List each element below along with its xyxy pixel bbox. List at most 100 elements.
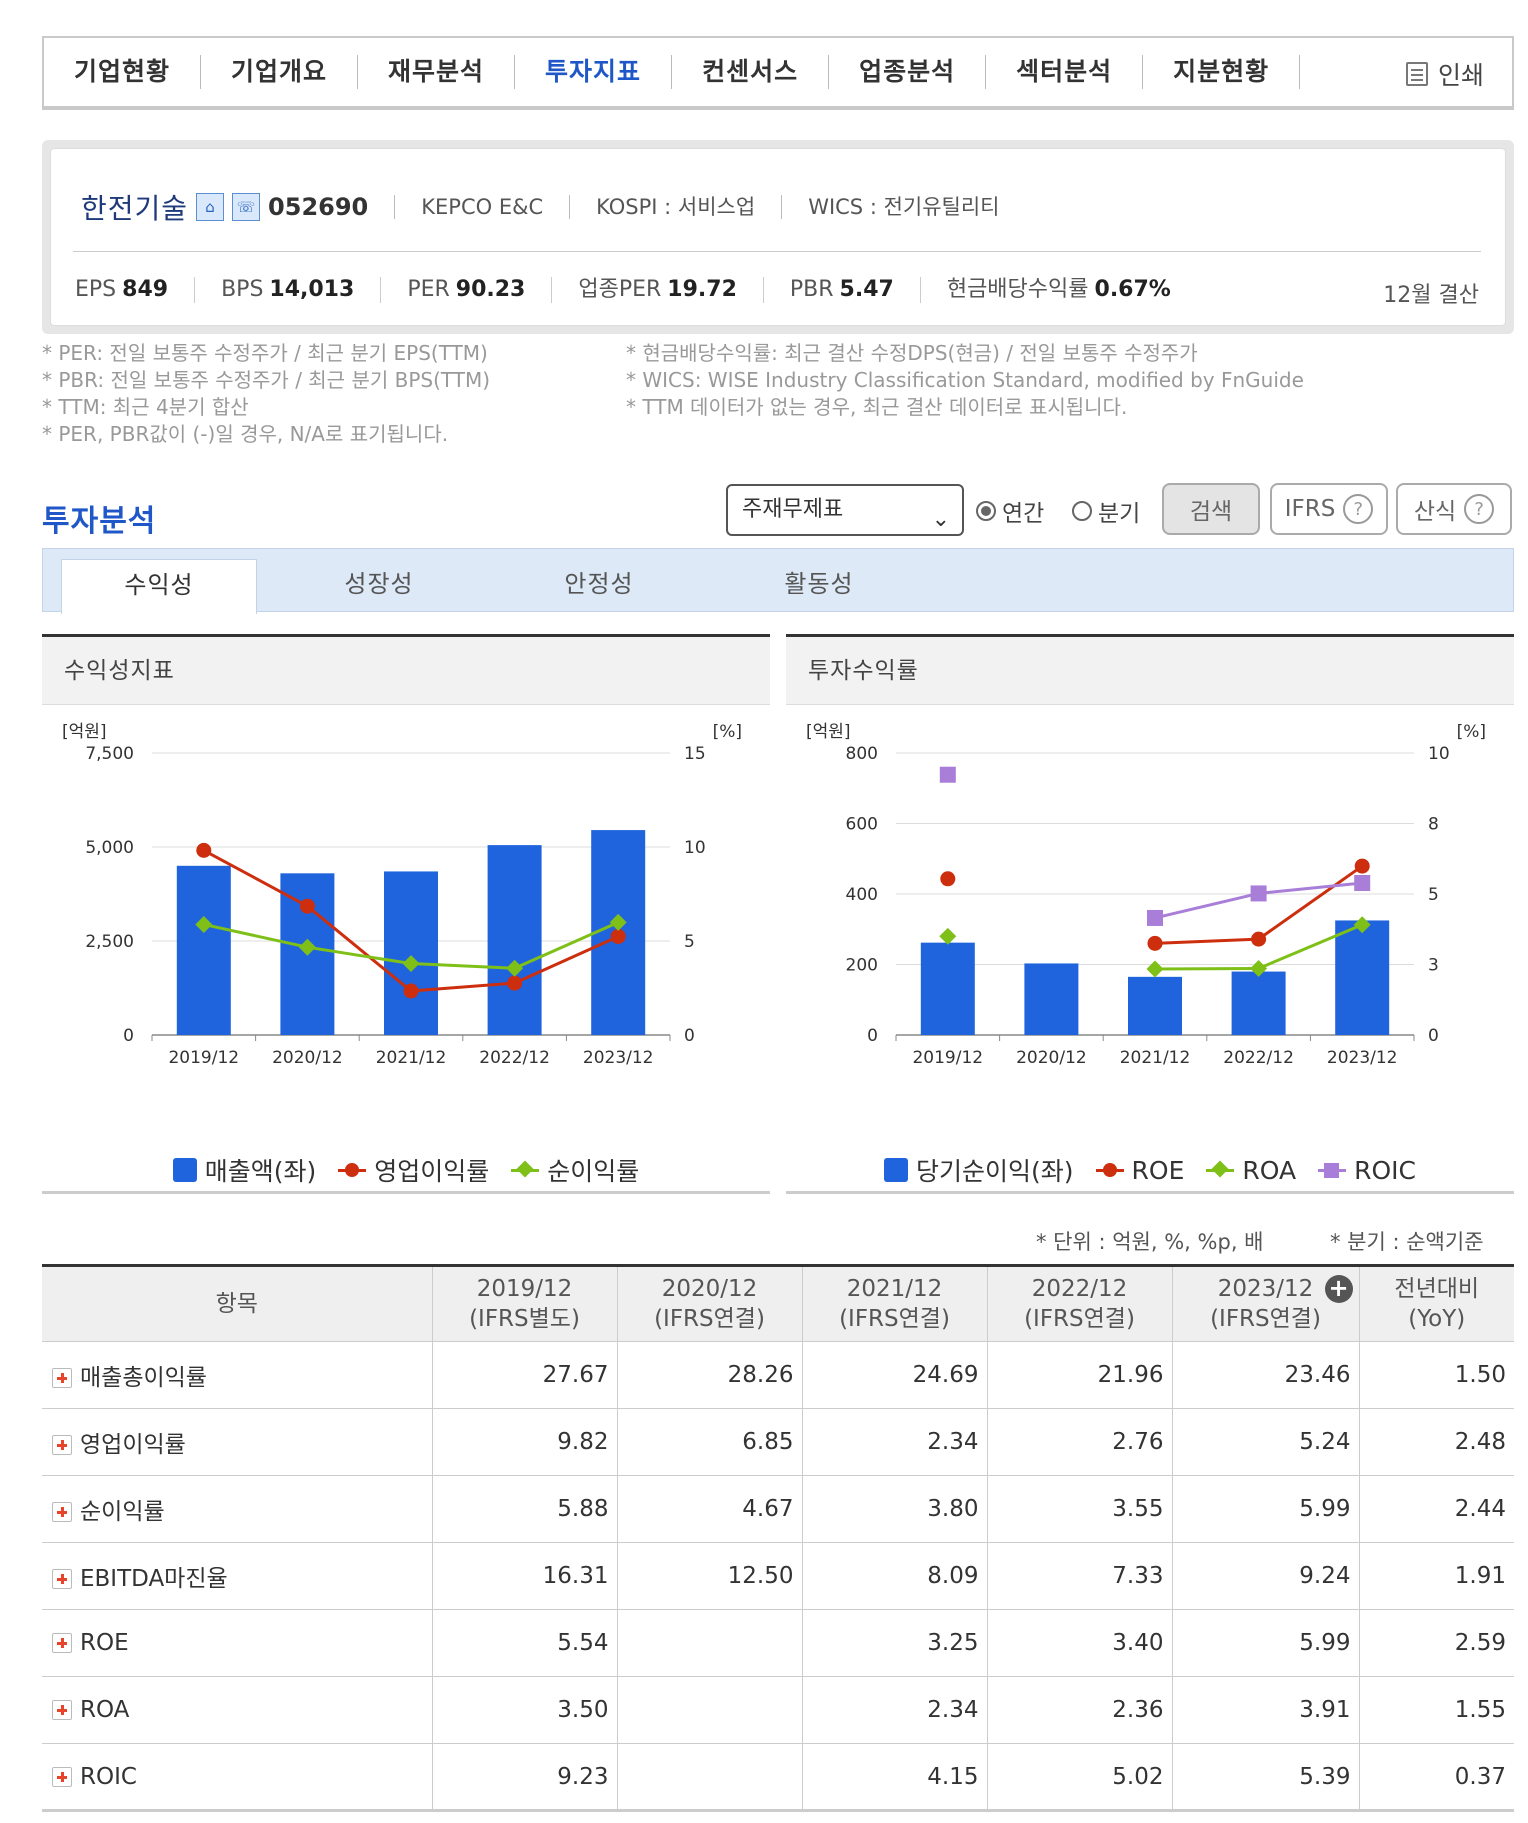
series-line-segment — [1258, 881, 1363, 895]
formula-help-button[interactable]: 산식 ? — [1396, 483, 1512, 535]
table-row: 매출총이익률 27.67 28.26 24.69 21.96 23.46 1.50 — [42, 1341, 1514, 1409]
tab-company-overview[interactable]: 기업개요 — [201, 55, 359, 89]
bar — [1231, 971, 1286, 1035]
statement-select-value: 주재무제표 — [742, 497, 844, 522]
bar — [920, 942, 975, 1035]
search-button[interactable]: 검색 — [1162, 483, 1260, 535]
table-cell: 1.50 — [1358, 1341, 1514, 1409]
table-cell: 5.99 — [1171, 1475, 1360, 1543]
expand-row-icon[interactable] — [52, 1502, 72, 1522]
tab-company-status[interactable]: 기업현황 — [44, 55, 202, 89]
tab-consensus[interactable]: 컨센서스 — [672, 55, 830, 89]
tab-industry-analysis[interactable]: 업종분석 — [829, 55, 987, 89]
legend-label: ROA — [1242, 1155, 1297, 1185]
x-tick-label: 2022/12 — [479, 1048, 550, 1068]
point-marker — [940, 871, 956, 887]
left-tick-label: 7,500 — [85, 744, 134, 764]
legend-bar-swatch — [884, 1158, 908, 1182]
radio-annual[interactable]: 연간 — [976, 494, 1044, 528]
profitability-table: 항목 2019/12 (IFRS별도) 2020/12 (IFRS연결) 2021/12 (… — [42, 1264, 1514, 1812]
table-cell: 6.85 — [616, 1408, 803, 1476]
right-tick-label: 15 — [684, 744, 706, 764]
left-tick-label: 0 — [867, 1026, 878, 1046]
legend-item[interactable]: ROIC — [1318, 1156, 1416, 1185]
x-tick-label: 2019/12 — [912, 1048, 983, 1068]
subtab-growth[interactable]: 성장성 — [344, 570, 414, 598]
header-label: 2021/12 — [846, 1276, 943, 1302]
tab-investment-indicators[interactable]: 투자지표 — [515, 55, 673, 89]
subtab-stability[interactable]: 안정성 — [564, 570, 634, 598]
table-cell: 5.24 — [1171, 1408, 1360, 1476]
print-button[interactable]: 인쇄 — [1405, 56, 1484, 92]
row-label: EBITDA마진율 — [80, 1566, 228, 1592]
series-line-segment — [307, 945, 412, 966]
homepage-icon[interactable]: ⌂ — [196, 193, 225, 221]
row-label-cell: 순이익률 — [42, 1475, 433, 1543]
table-cell: 8.09 — [801, 1542, 988, 1610]
header-sublabel: (IFRS연결) — [654, 1306, 765, 1332]
row-label: ROE — [80, 1630, 129, 1656]
company-name: 한전기술 — [81, 192, 189, 225]
table-cell: 3.50 — [431, 1676, 618, 1744]
legend-bar-swatch — [172, 1158, 197, 1182]
x-tick-label: 2019/12 — [168, 1048, 239, 1068]
right-tick-label: 10 — [684, 838, 706, 858]
legend-item[interactable]: 영업이익률 — [338, 1152, 489, 1188]
expand-columns-icon[interactable]: + — [1324, 1275, 1353, 1303]
series-line-segment — [306, 905, 412, 993]
tab-sector-analysis[interactable]: 섹터분석 — [986, 55, 1144, 89]
right-axis-unit: [%] — [1457, 722, 1486, 742]
table-row: 순이익률 5.88 4.67 3.80 3.55 5.99 2.44 — [42, 1475, 1514, 1543]
statement-select[interactable]: 주재무제표 ⌄ — [726, 484, 964, 536]
subtab-profitability[interactable]: 수익성 — [61, 559, 257, 614]
expand-row-icon[interactable] — [52, 1700, 72, 1720]
radio-unchecked-icon — [1072, 501, 1092, 521]
point-marker — [403, 983, 419, 999]
legend-marker — [516, 1160, 534, 1178]
expand-row-icon[interactable] — [52, 1368, 72, 1388]
table-cell: 12.50 — [616, 1542, 803, 1610]
header-sublabel: (IFRS연결) — [1210, 1306, 1321, 1332]
table-cell: 2.48 — [1358, 1408, 1514, 1476]
legend-item[interactable]: ROA — [1206, 1156, 1296, 1185]
expand-row-icon[interactable] — [52, 1435, 72, 1455]
subtab-activity[interactable]: 활동성 — [784, 570, 854, 598]
point-marker — [195, 915, 213, 933]
stat-eps: EPS 849 — [75, 277, 196, 303]
stat-pbr: PBR 5.47 — [764, 277, 921, 303]
tab-financial-analysis[interactable]: 재무분석 — [358, 55, 516, 89]
legend-item[interactable]: 당기순이익(좌) — [884, 1152, 1074, 1188]
point-marker — [402, 955, 420, 973]
stat-bps: BPS 14,013 — [195, 277, 382, 303]
series-line-segment — [513, 935, 619, 985]
point-marker — [1146, 960, 1164, 978]
header-period: 2020/12 (IFRS연결) — [616, 1265, 803, 1342]
legend-item[interactable]: 순이익률 — [511, 1152, 639, 1188]
table-cell: 3.80 — [801, 1475, 988, 1543]
legend-item[interactable]: 매출액(좌) — [172, 1152, 316, 1188]
table-cell: 5.02 — [986, 1743, 1173, 1812]
legend-line-swatch — [338, 1158, 367, 1182]
company-summary: 한전기술 ⌂ ☏ 052690 KEPCO E&C KOSPI : 서비스업 W… — [42, 140, 1514, 334]
ifrs-help-button[interactable]: IFRS ? — [1270, 483, 1388, 535]
table-cell: 2.76 — [986, 1408, 1173, 1476]
header-period: 전년대비 (YoY) — [1358, 1265, 1514, 1342]
radio-quarter[interactable]: 분기 — [1072, 494, 1140, 528]
phone-icon[interactable]: ☏ — [232, 193, 261, 221]
bar — [176, 865, 231, 1035]
expand-row-icon[interactable] — [52, 1766, 72, 1787]
table-cell: 3.40 — [986, 1609, 1173, 1677]
expand-row-icon[interactable] — [52, 1569, 72, 1589]
row-label: 매출총이익률 — [80, 1365, 207, 1391]
legend-item[interactable]: ROE — [1095, 1156, 1184, 1185]
note-line: * TTM 데이터가 없는 경우, 최근 결산 데이터로 표시됩니다. — [626, 395, 1128, 419]
stats-row: EPS 849 BPS 14,013 PER 90.23 업종PER 19.72 PBR… — [75, 277, 1197, 303]
expand-row-icon[interactable] — [52, 1633, 72, 1653]
point-marker — [1251, 931, 1267, 947]
company-summary-inner: 한전기술 ⌂ ☏ 052690 KEPCO E&C KOSPI : 서비스업 W… — [50, 148, 1506, 326]
english-name: KEPCO E&C — [394, 195, 543, 219]
notes-left: * PER: 전일 보통주 수정주가 / 최근 분기 EPS(TTM) * PB… — [42, 340, 490, 448]
table-cell — [616, 1743, 803, 1812]
bar — [487, 845, 542, 1035]
tab-shareholding[interactable]: 지분현황 — [1143, 55, 1301, 89]
